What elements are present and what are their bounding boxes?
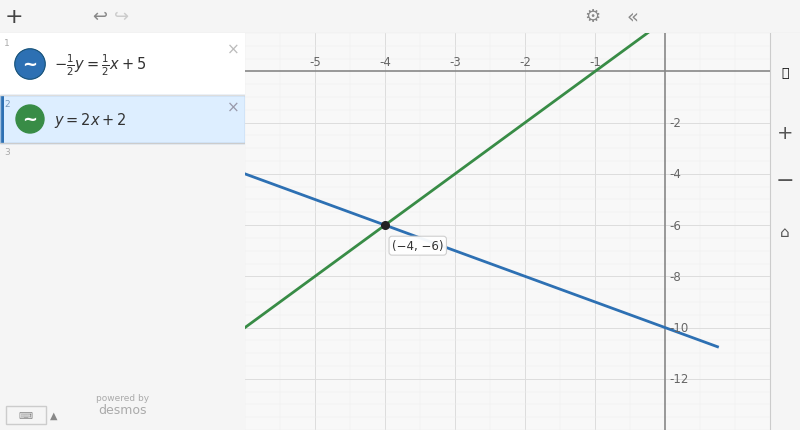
Text: -2: -2 (519, 55, 531, 68)
Text: powered by: powered by (96, 393, 149, 402)
Bar (0, 96, 245, 144)
Bar (0, 96, 4, 144)
Text: ~: ~ (22, 56, 38, 74)
Circle shape (15, 50, 45, 80)
Circle shape (15, 50, 45, 80)
Circle shape (16, 106, 44, 134)
Text: -10: -10 (669, 321, 689, 334)
Text: $y = 2x + 2$: $y = 2x + 2$ (54, 110, 126, 129)
Text: 2: 2 (4, 100, 10, 109)
Text: ▲: ▲ (50, 410, 58, 420)
Text: (−4, −6): (−4, −6) (392, 240, 443, 252)
Text: $-\frac{1}{2}y = \frac{1}{2}x + 5$: $-\frac{1}{2}y = \frac{1}{2}x + 5$ (54, 52, 146, 77)
Bar (0, 34, 245, 96)
Text: -12: -12 (669, 372, 689, 385)
Text: 3: 3 (4, 147, 10, 157)
Text: ⌂: ⌂ (780, 224, 790, 240)
Circle shape (16, 51, 44, 79)
Text: -5: -5 (309, 55, 321, 68)
Text: -2: -2 (669, 117, 681, 130)
Text: +: + (777, 123, 794, 142)
Text: ↩: ↩ (93, 8, 107, 26)
Text: «: « (626, 7, 638, 26)
Text: ⚙: ⚙ (584, 8, 600, 26)
Text: desmos: desmos (98, 403, 146, 416)
Text: -4: -4 (379, 55, 391, 68)
Text: -3: -3 (449, 55, 461, 68)
Bar (0, 96, 245, 144)
Text: -8: -8 (669, 270, 681, 283)
Text: -1: -1 (589, 55, 601, 68)
Text: ~: ~ (22, 111, 38, 129)
Text: ↪: ↪ (114, 8, 130, 26)
Text: ×: × (226, 100, 239, 115)
Text: +: + (5, 7, 23, 27)
Text: -6: -6 (669, 219, 681, 232)
Text: ×: × (226, 42, 239, 57)
Circle shape (14, 49, 46, 81)
Text: 🔧: 🔧 (782, 67, 789, 80)
Bar (6, 406, 46, 424)
Text: 1: 1 (4, 39, 10, 48)
Text: ⌨: ⌨ (19, 410, 33, 420)
Text: −: − (776, 170, 794, 190)
Text: -4: -4 (669, 168, 681, 181)
